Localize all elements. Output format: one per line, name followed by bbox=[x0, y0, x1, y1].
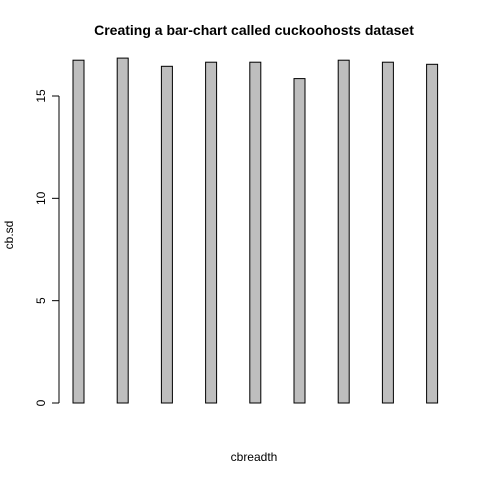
bar-1 bbox=[72, 59, 85, 404]
bar-3 bbox=[160, 65, 173, 404]
x-axis-label: cbreadth bbox=[231, 450, 278, 464]
y-axis: 0 5 10 15 bbox=[34, 89, 60, 406]
chart-title: Creating a bar-chart called cuckoohosts … bbox=[94, 22, 414, 38]
bar-6 bbox=[293, 78, 306, 404]
y-axis-label: cb.sd bbox=[2, 221, 16, 250]
y-tick-label: 10 bbox=[34, 191, 48, 205]
y-tick-label: 5 bbox=[34, 297, 48, 304]
bar-5 bbox=[249, 61, 262, 404]
y-tick-label: 0 bbox=[34, 399, 48, 406]
bar-4 bbox=[205, 61, 218, 404]
bars-group bbox=[72, 57, 439, 404]
bar-8 bbox=[381, 61, 394, 404]
bar-2 bbox=[116, 57, 129, 404]
bar-9 bbox=[426, 63, 439, 404]
bar-7 bbox=[337, 59, 350, 404]
y-tick-label: 15 bbox=[34, 89, 48, 103]
